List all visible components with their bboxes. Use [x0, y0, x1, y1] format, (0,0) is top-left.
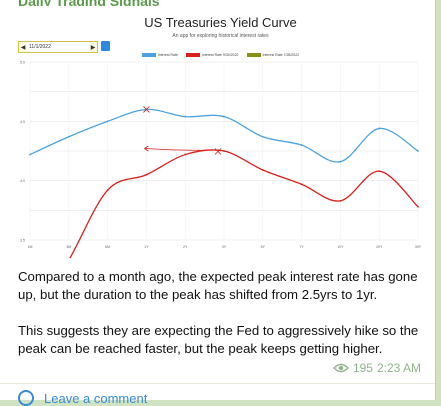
- leave-comment-button[interactable]: Leave a comment: [18, 390, 147, 406]
- next-date-icon[interactable]: ▶: [90, 44, 96, 51]
- legend-swatch-2: [246, 53, 261, 57]
- shift-arrow-line: [144, 148, 215, 151]
- x-tick-label-3Y: 3Y: [222, 245, 227, 249]
- y-tick-label-0: 5.0: [20, 61, 25, 65]
- chart-title: US Treasuries Yield Curve: [144, 15, 297, 30]
- shift-arrow-head: [144, 145, 149, 152]
- chart-image[interactable]: US Treasuries Yield Curve An app for exp…: [8, 6, 433, 258]
- x-tick-label-7Y: 7Y: [299, 245, 304, 249]
- chart-subtitle: An app for exploring historical interest…: [172, 33, 269, 39]
- legend-swatch-1: [185, 53, 200, 57]
- series-1-point-3: [145, 173, 148, 176]
- comment-icon: [18, 390, 34, 406]
- legend-label-1: Interest Rate 9/30/2022: [201, 53, 239, 57]
- series-0-point-4: [184, 115, 187, 118]
- series-0-point-6: [261, 135, 264, 138]
- series-0-point-0: [29, 153, 31, 156]
- peak-marker-current-b: [143, 106, 150, 113]
- series-0-point-8: [339, 160, 342, 163]
- series-1-point-5: [223, 150, 225, 152]
- series-0-point-9: [378, 127, 381, 130]
- chart-legend: Interest Rate Interest Rate 9/30/2022 In…: [8, 53, 433, 57]
- x-tick-label-5Y: 5Y: [261, 245, 266, 249]
- view-count: 195: [352, 361, 373, 375]
- legend-swatch-0: [141, 53, 156, 57]
- x-tick-label-3M: 3M: [66, 245, 71, 249]
- message-paragraph-2: This suggests they are expecting the Fed…: [18, 323, 419, 356]
- message-meta: 195 2:23 AM: [333, 361, 421, 375]
- calendar-icon[interactable]: [101, 41, 110, 51]
- legend-item-2: Interest Rate 7/28/2022: [246, 53, 300, 57]
- date-value[interactable]: 11/1/2022: [27, 42, 89, 52]
- divider: [0, 383, 435, 384]
- series-1-point-7: [300, 183, 303, 186]
- chart-plot: 5.0 4.5 4.0 3.51M 3M 6M 1Y 2Y 3Y 5Y 7Y 10Y 20Y 30Y: [20, 61, 422, 258]
- x-tick-label-30Y: 30Y: [415, 245, 422, 249]
- message-time: 2:23 AM: [376, 361, 421, 375]
- x-tick-label-10Y: 10Y: [337, 245, 344, 249]
- leave-comment-label[interactable]: Leave a comment: [44, 390, 148, 406]
- series-1-point-10: [417, 205, 419, 208]
- x-tick-label-2Y: 2Y: [183, 245, 188, 249]
- x-tick-label-1Y: 1Y: [144, 245, 149, 249]
- prev-date-icon[interactable]: ◀: [20, 44, 26, 51]
- series-0-point-5: [223, 115, 225, 118]
- eye-icon: [333, 363, 349, 373]
- series-1-point-4: [184, 153, 187, 156]
- x-tick-label-6M: 6M: [105, 245, 110, 249]
- legend-label-2: Interest Rate 7/28/2022: [262, 53, 300, 57]
- series-0-point-10: [417, 150, 419, 152]
- series-0-point-7: [300, 144, 303, 146]
- series-1-point-2: [106, 189, 109, 192]
- peak-marker-previous-b: [214, 148, 222, 155]
- message-paragraph-1: Compared to a month ago, the expected pe…: [18, 269, 418, 302]
- series-1-point-9: [378, 170, 381, 173]
- date-picker[interactable]: ◀ 11/1/2022 ▶: [18, 41, 98, 53]
- series-1-point-6: [261, 169, 264, 171]
- series-0-point-1: [67, 135, 70, 138]
- series-0-point-2: [106, 120, 109, 123]
- x-tick-label-1M: 1M: [28, 245, 33, 249]
- series-1-point-8: [339, 199, 342, 202]
- message-text: Compared to a month ago, the expected pe…: [18, 268, 428, 358]
- y-tick-label-2: 4.0: [20, 179, 25, 183]
- legend-label-0: Interest Rate: [157, 53, 178, 57]
- legend-item-1: Interest Rate 9/30/2022: [185, 53, 239, 57]
- x-tick-label-20Y: 20Y: [376, 245, 383, 249]
- y-tick-label-3: 3.5: [20, 239, 25, 243]
- y-tick-label-1: 4.5: [20, 120, 25, 124]
- channel-title[interactable]: Daily Trading Signals: [18, 0, 160, 9]
- legend-item-0: Interest Rate: [141, 53, 178, 57]
